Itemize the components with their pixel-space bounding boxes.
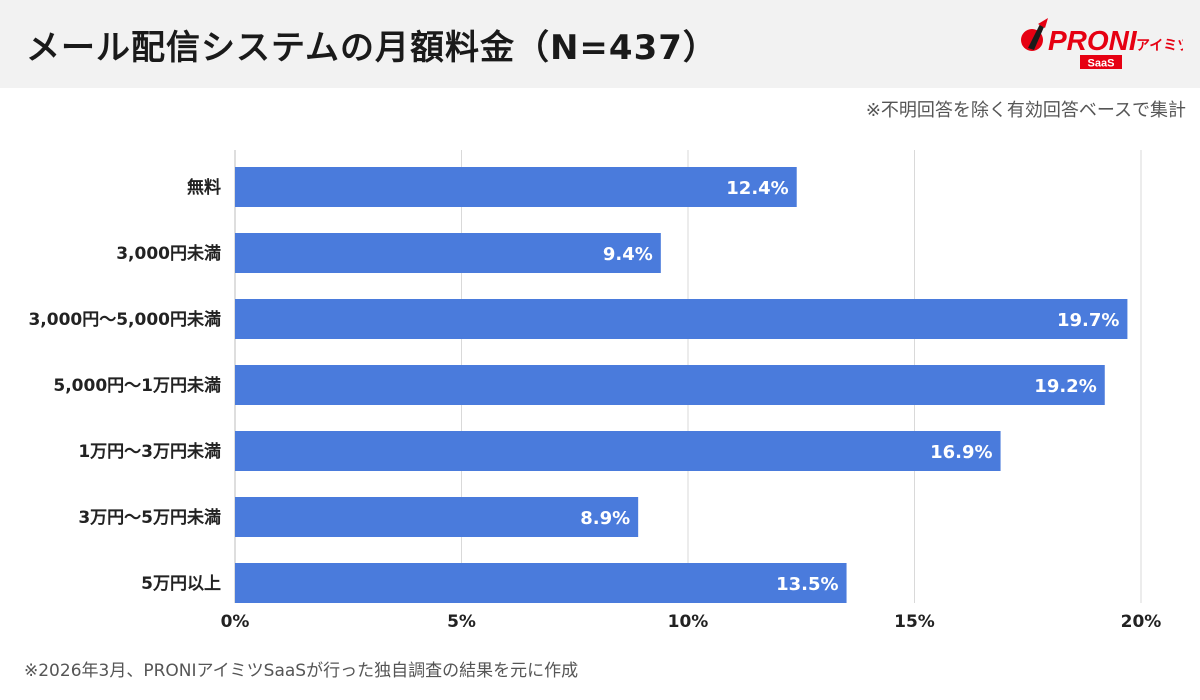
bar <box>235 299 1128 339</box>
x-tick-label: 5% <box>447 612 476 632</box>
category-label: 5万円以上 <box>141 574 221 594</box>
page-title: メール配信システムの月額料金（N=437） <box>26 28 718 68</box>
data-label: 12.4% <box>726 178 788 199</box>
data-label: 19.2% <box>1034 376 1096 397</box>
bar <box>235 365 1105 405</box>
logo-sub-text: アイミツ <box>1136 38 1183 54</box>
bar <box>235 233 661 273</box>
data-label: 16.9% <box>930 442 992 463</box>
category-label: 5,000円〜1万円未満 <box>53 375 221 396</box>
logo-badge <box>1080 55 1122 69</box>
x-tick-label: 0% <box>221 612 250 632</box>
source-footnote: ※2026年3月、PRONIアイミツSaaSが行った独自調査の結果を元に作成 <box>24 661 579 681</box>
data-label: 13.5% <box>776 574 838 595</box>
category-label: 3万円〜5万円未満 <box>78 507 221 528</box>
header-bar: メール配信システムの月額料金（N=437） PRONI アイミツ SaaS <box>0 0 1200 88</box>
data-label: 8.9% <box>580 508 630 529</box>
x-tick-label: 15% <box>894 612 935 632</box>
proni-logo: PRONI アイミツ SaaS <box>1021 18 1183 70</box>
category-label: 3,000円〜5,000円未満 <box>28 309 221 330</box>
bar <box>235 563 847 603</box>
category-label: 無料 <box>187 177 221 198</box>
x-tick-label: 20% <box>1121 612 1162 632</box>
x-tick-label: 10% <box>668 612 709 632</box>
data-label: 19.7% <box>1057 310 1119 331</box>
data-label: 9.4% <box>603 244 653 265</box>
category-label: 3,000円未満 <box>116 243 221 264</box>
aggregation-note: ※不明回答を除く有効回答ベースで集計 <box>865 100 1186 121</box>
bar <box>235 497 639 537</box>
logo-badge-text: SaaS <box>1088 58 1115 70</box>
category-label: 1万円〜3万円未満 <box>78 441 221 462</box>
logo-brand-text: PRONI <box>1048 25 1138 56</box>
bar <box>235 431 1001 471</box>
logo-mark-icon <box>1021 18 1048 51</box>
bar <box>235 167 797 207</box>
